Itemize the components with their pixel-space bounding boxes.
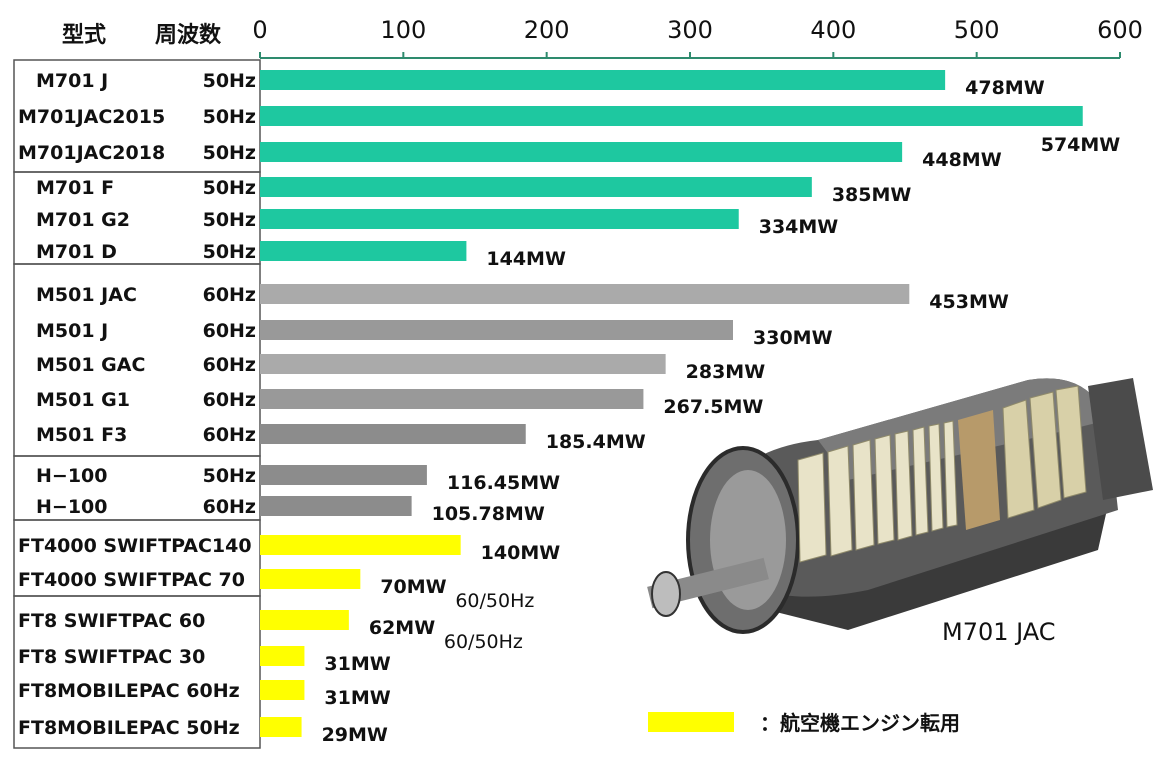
bar-value-label: 62MW	[369, 617, 435, 639]
bar	[260, 354, 666, 374]
bar-model-label: FT8 SWIFTPAC 30	[18, 646, 205, 668]
bar	[260, 389, 644, 409]
frequency-annotation: 60/50Hz	[455, 590, 534, 612]
bar-model-label: FT4000 SWIFTPAC 70	[18, 569, 245, 591]
bar-frequency-label: 60Hz	[203, 424, 256, 446]
bar-model-label: M701 F	[36, 177, 114, 199]
x-tick-label: 400	[810, 16, 856, 44]
x-tick-label: 200	[524, 16, 570, 44]
bar	[260, 465, 427, 485]
bar-value-label: 478MW	[965, 77, 1045, 99]
bar-model-label: M701 J	[36, 70, 108, 92]
bar-frequency-label: 50Hz	[203, 106, 256, 128]
bar	[260, 717, 302, 737]
legend-text: ：航空機エンジン転用	[760, 711, 960, 735]
frequency-annotation: 60/50Hz	[444, 631, 523, 653]
bar	[260, 241, 467, 261]
bar-value-label: 105.78MW	[432, 503, 545, 525]
bar	[260, 284, 910, 304]
bar	[260, 680, 305, 700]
bar-frequency-label: 60Hz	[203, 496, 256, 518]
bar-model-label: M701JAC2018	[18, 142, 165, 164]
bar	[260, 320, 733, 340]
bar-value-label: 31MW	[324, 653, 390, 675]
header-frequency: 周波数	[155, 22, 222, 48]
bar-value-label: 448MW	[922, 149, 1002, 171]
bar-frequency-label: 60Hz	[203, 354, 256, 376]
bar-frequency-label: 50Hz	[203, 241, 256, 263]
model-group-box	[13, 595, 261, 749]
bar	[260, 209, 739, 229]
bar-model-label: FT8MOBILEPAC 50Hz	[18, 717, 240, 739]
x-tick-label: 100	[380, 16, 426, 44]
bar-model-label: FT8MOBILEPAC 60Hz	[18, 680, 240, 702]
bar	[260, 70, 946, 90]
bar	[260, 177, 812, 197]
x-axis: 0 100 200 300 400 500 600	[252, 16, 1143, 59]
bar-frequency-label: 50Hz	[203, 70, 256, 92]
bar	[260, 646, 305, 666]
bar-value-label: 140MW	[481, 542, 561, 564]
bar-model-label: FT4000 SWIFTPAC140	[18, 535, 252, 557]
x-tick-label: 0	[252, 16, 267, 44]
x-tick-label: 300	[667, 16, 713, 44]
bar-model-label: H−100	[36, 465, 107, 487]
bar	[260, 569, 361, 589]
x-tick-label: 600	[1097, 16, 1143, 44]
bar-model-label: M501 J	[36, 320, 108, 342]
bar-value-label: 283MW	[686, 361, 766, 383]
bar-value-label: 574MW	[1041, 134, 1121, 156]
bar-frequency-label: 50Hz	[203, 142, 256, 164]
bar-value-label: 334MW	[759, 216, 839, 238]
bar-model-label: M501 JAC	[36, 284, 137, 306]
bar-value-label: 185.4MW	[546, 431, 646, 453]
bar-frequency-label: 60Hz	[203, 284, 256, 306]
bar-frequency-label: 50Hz	[203, 209, 256, 231]
bar-value-label: 116.45MW	[447, 472, 560, 494]
bar-value-label: 29MW	[322, 724, 388, 746]
bar-value-label: 144MW	[486, 248, 566, 270]
bar-value-label: 70MW	[380, 576, 446, 598]
bar	[260, 496, 412, 516]
x-tick-label: 500	[954, 16, 1000, 44]
bar-model-label: M501 G1	[36, 389, 130, 411]
bar-model-label: M701JAC2015	[18, 106, 165, 128]
bar-model-label: FT8 SWIFTPAC 60	[18, 610, 205, 632]
bar	[260, 142, 903, 162]
bar-frequency-label: 60Hz	[203, 389, 256, 411]
bar-model-label: H−100	[36, 496, 107, 518]
turbine-caption: M701 JAC	[942, 618, 1056, 646]
bar-frequency-label: 50Hz	[203, 177, 256, 199]
bar-value-label: 453MW	[929, 291, 1009, 313]
bar-model-label: M701 G2	[36, 209, 130, 231]
bar-frequency-label: 50Hz	[203, 465, 256, 487]
bar-value-label: 31MW	[324, 687, 390, 709]
gas-turbine-cutaway-icon	[647, 378, 1153, 634]
bar-model-label: M501 GAC	[36, 354, 145, 376]
bar	[260, 610, 349, 630]
bar-model-label: M501 F3	[36, 424, 127, 446]
bar	[260, 424, 526, 444]
bar-value-label: 385MW	[832, 184, 912, 206]
bar-value-label: 330MW	[753, 327, 833, 349]
annotations: 60/50Hz 60/50Hz	[444, 590, 535, 653]
bar	[260, 535, 461, 555]
bar-model-label: M701 D	[36, 241, 117, 263]
legend-swatch	[648, 712, 734, 732]
bar	[260, 106, 1083, 126]
bar-value-label: 267.5MW	[663, 396, 763, 418]
header-model: 型式	[62, 23, 106, 48]
bar-frequency-label: 60Hz	[203, 320, 256, 342]
bar-series: M701 J 50Hz 478MW M701JAC2015 50Hz 574MW M701J…	[18, 70, 1120, 746]
